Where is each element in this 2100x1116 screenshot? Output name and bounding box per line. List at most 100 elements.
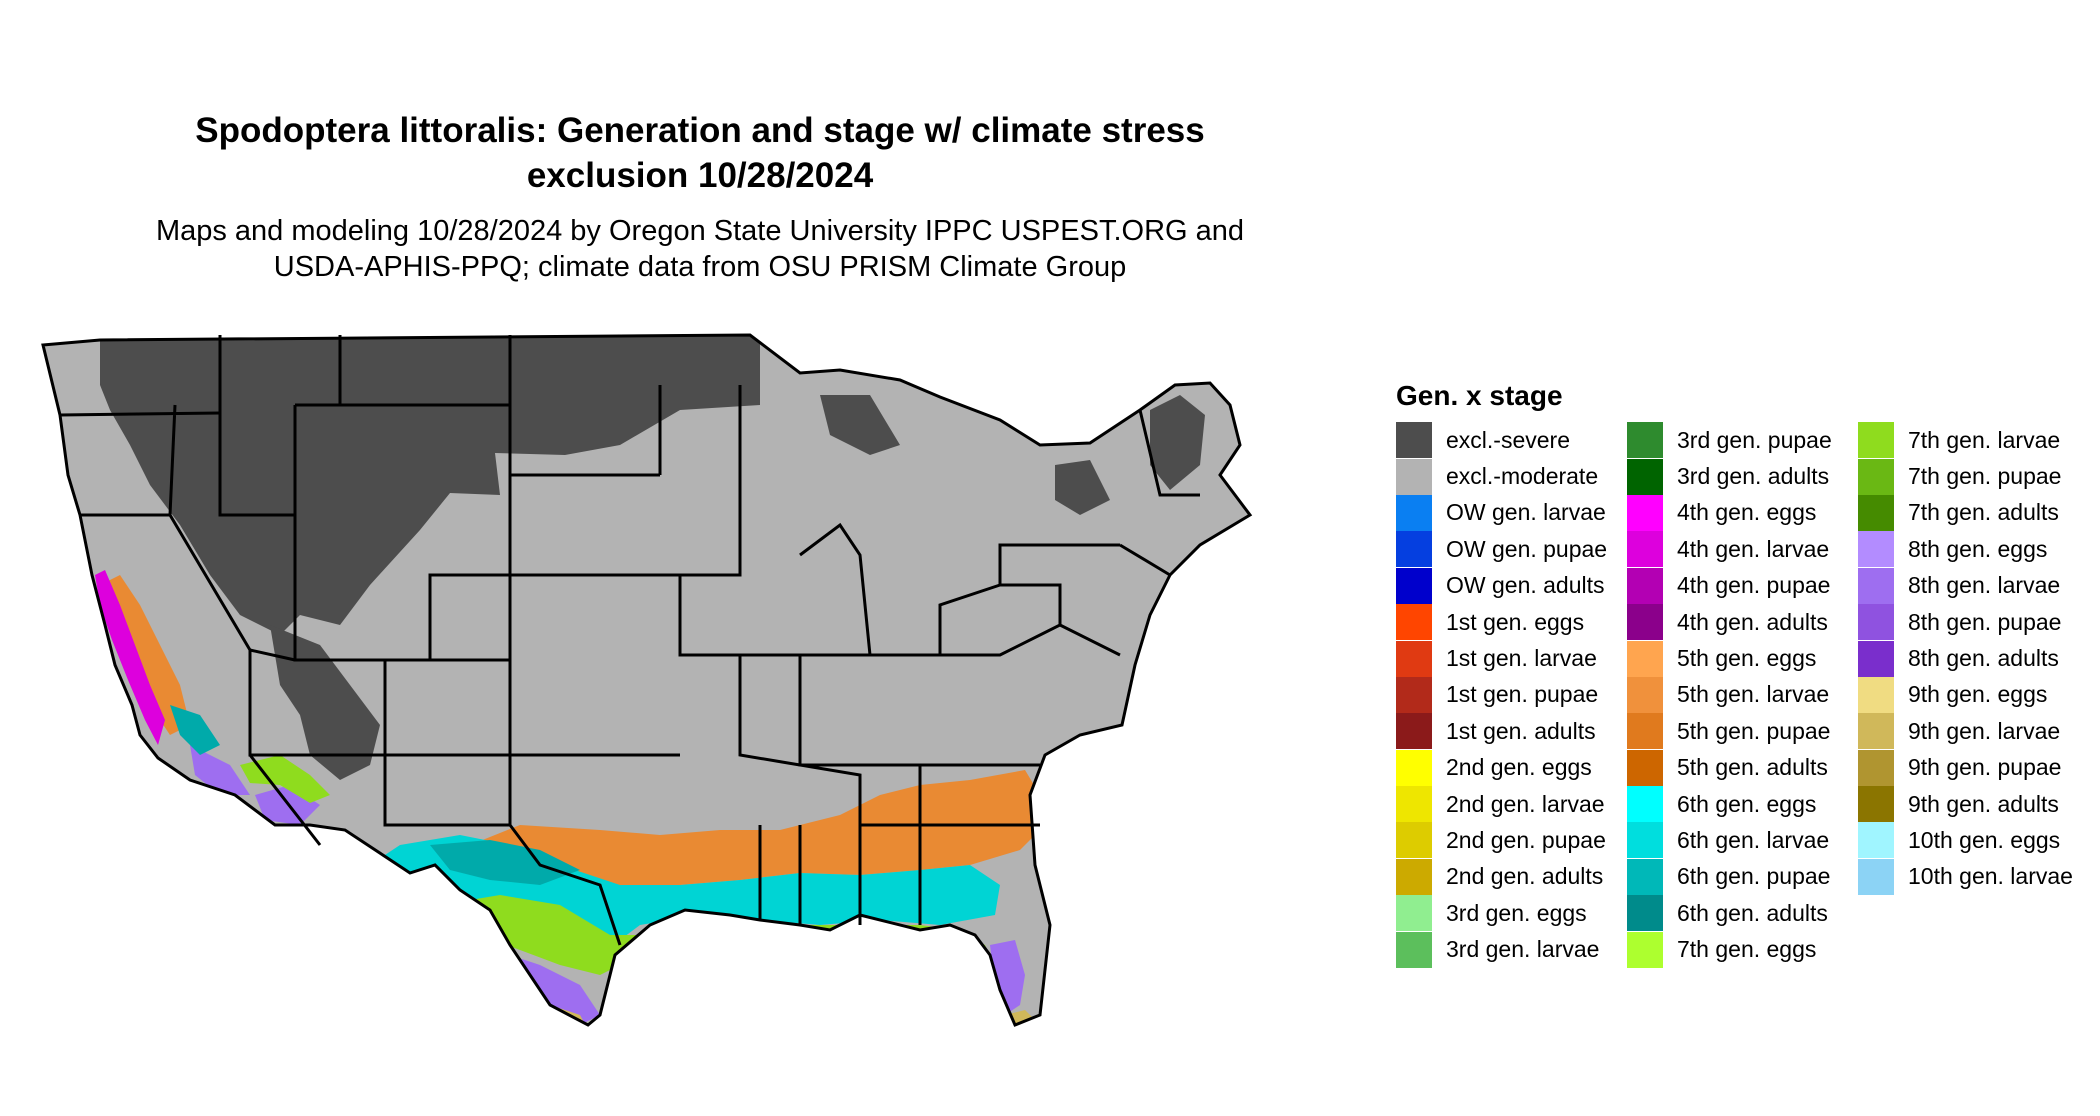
legend-swatch bbox=[1396, 786, 1432, 823]
legend-swatch bbox=[1627, 822, 1663, 859]
legend-item: 2nd gen. adults bbox=[1396, 858, 1627, 895]
legend-label: 9th gen. pupae bbox=[1908, 754, 2062, 781]
legend-title: Gen. x stage bbox=[1396, 380, 1563, 411]
legend-label: 5th gen. pupae bbox=[1677, 717, 1831, 744]
legend-swatch bbox=[1627, 567, 1663, 604]
legend-swatch bbox=[1396, 713, 1432, 750]
legend-swatch bbox=[1627, 531, 1663, 568]
title-line-1: Spodoptera littoralis: Generation and st… bbox=[195, 111, 1205, 150]
legend-label: 1st gen. pupae bbox=[1446, 681, 1599, 708]
legend-label: 8th gen. adults bbox=[1908, 645, 2059, 672]
legend-swatch bbox=[1858, 422, 1894, 459]
legend-swatch bbox=[1858, 494, 1894, 531]
legend-label: excl.-moderate bbox=[1446, 463, 1599, 490]
legend-label: 7th gen. larvae bbox=[1908, 426, 2061, 453]
legend-column: 7th gen. larvae 7th gen. pupae 7th gen. ad… bbox=[1858, 422, 2089, 968]
legend-item: 1st gen. pupae bbox=[1396, 676, 1627, 713]
legend-swatch bbox=[1858, 567, 1894, 604]
az-gen7-region bbox=[240, 755, 330, 803]
legend-item: 3rd gen. adults bbox=[1627, 458, 1858, 495]
ca-gen6-region bbox=[170, 705, 220, 755]
legend-swatch bbox=[1627, 494, 1663, 531]
legend-item: 1st gen. eggs bbox=[1396, 604, 1627, 641]
legend-label: 3rd gen. larvae bbox=[1446, 936, 1600, 963]
legend-label: 4th gen. pupae bbox=[1677, 572, 1831, 599]
legend-label: 6th gen. larvae bbox=[1677, 826, 1830, 853]
legend-item: 9th gen. pupae bbox=[1858, 749, 2089, 786]
legend-label: 9th gen. adults bbox=[1908, 790, 2059, 817]
atlantic-gen5-region bbox=[1045, 785, 1085, 835]
legend-item: 5th gen. adults bbox=[1627, 749, 1858, 786]
legend-item: 3rd gen. larvae bbox=[1396, 931, 1627, 968]
legend-swatch bbox=[1627, 422, 1663, 459]
legend-item: excl.-severe bbox=[1396, 422, 1627, 459]
legend-item: 9th gen. eggs bbox=[1858, 676, 2089, 713]
subtitle-line-2: USDA-APHIS-PPQ; climate data from OSU PR… bbox=[273, 251, 1127, 283]
legend-label: 10th gen. larvae bbox=[1908, 863, 2073, 890]
legend-label: 8th gen. eggs bbox=[1908, 535, 2048, 562]
legend-swatch bbox=[1858, 713, 1894, 750]
legend-label: 5th gen. adults bbox=[1677, 754, 1828, 781]
legend-label: 1st gen. eggs bbox=[1446, 608, 1585, 635]
legend-item: 10th gen. eggs bbox=[1858, 822, 2089, 859]
legend-item: 2nd gen. pupae bbox=[1396, 822, 1627, 859]
legend-swatch bbox=[1627, 676, 1663, 713]
legend-item: 9th gen. adults bbox=[1858, 786, 2089, 823]
legend-swatch bbox=[1858, 604, 1894, 641]
legend-label: 1st gen. larvae bbox=[1446, 645, 1597, 672]
legend-item: 5th gen. larvae bbox=[1627, 676, 1858, 713]
legend-item: OW gen. pupae bbox=[1396, 531, 1627, 568]
legend-item: 8th gen. eggs bbox=[1858, 531, 2089, 568]
legend-swatch bbox=[1858, 531, 1894, 568]
legend-item: 5th gen. pupae bbox=[1627, 713, 1858, 750]
excl-severe-region bbox=[1150, 395, 1205, 490]
ca-gen4-region bbox=[95, 570, 165, 745]
legend-label: 4th gen. larvae bbox=[1677, 535, 1830, 562]
legend-label: 7th gen. eggs bbox=[1677, 936, 1817, 963]
legend-swatch bbox=[1627, 931, 1663, 968]
excl-severe-region bbox=[270, 625, 380, 780]
legend-label: 7th gen. pupae bbox=[1908, 463, 2062, 490]
excl-severe-region bbox=[820, 395, 900, 455]
legend-item: 5th gen. eggs bbox=[1627, 640, 1858, 677]
legend-item: 3rd gen. pupae bbox=[1627, 422, 1858, 459]
legend-item: 4th gen. adults bbox=[1627, 604, 1858, 641]
legend-label: 4th gen. adults bbox=[1677, 608, 1828, 635]
subtitle-line-1: Maps and modeling 10/28/2024 by Oregon S… bbox=[155, 215, 1245, 247]
legend: Gen. x stage excl.-severe excl.-moderate O… bbox=[1396, 380, 2089, 968]
gen6-dark-region bbox=[430, 840, 580, 885]
legend-item: 2nd gen. larvae bbox=[1396, 786, 1627, 823]
legend-label: 10th gen. eggs bbox=[1908, 826, 2061, 853]
legend-swatch bbox=[1627, 786, 1663, 823]
legend-label: 8th gen. pupae bbox=[1908, 608, 2062, 635]
legend-column: excl.-severe excl.-moderate OW gen. larvae… bbox=[1396, 422, 1627, 968]
legend-swatch bbox=[1396, 895, 1432, 932]
legend-swatch bbox=[1858, 822, 1894, 859]
legend-swatch bbox=[1396, 531, 1432, 568]
legend-label: 2nd gen. adults bbox=[1446, 863, 1604, 890]
legend-swatch bbox=[1396, 858, 1432, 895]
legend-item: 8th gen. pupae bbox=[1858, 604, 2089, 641]
legend-swatch bbox=[1396, 422, 1432, 459]
legend-column: 3rd gen. pupae 3rd gen. adults 4th gen. eg… bbox=[1627, 422, 1858, 968]
legend-item: 2nd gen. eggs bbox=[1396, 749, 1627, 786]
legend-label: 2nd gen. pupae bbox=[1446, 826, 1606, 853]
legend-label: 6th gen. pupae bbox=[1677, 863, 1831, 890]
legend-item: 7th gen. eggs bbox=[1627, 931, 1858, 968]
legend-label: OW gen. pupae bbox=[1446, 535, 1608, 562]
legend-item: 4th gen. pupae bbox=[1627, 567, 1858, 604]
legend-label: 2nd gen. larvae bbox=[1446, 790, 1605, 817]
legend-swatch bbox=[1627, 858, 1663, 895]
legend-swatch bbox=[1396, 494, 1432, 531]
legend-label: 5th gen. eggs bbox=[1677, 645, 1817, 672]
legend-label: 9th gen. larvae bbox=[1908, 717, 2061, 744]
legend-label: OW gen. larvae bbox=[1446, 499, 1606, 526]
legend-label: 3rd gen. pupae bbox=[1677, 426, 1832, 453]
legend-label: 3rd gen. eggs bbox=[1446, 899, 1587, 926]
legend-item: 6th gen. larvae bbox=[1627, 822, 1858, 859]
gen9-region bbox=[1005, 1010, 1040, 1025]
legend-item: 9th gen. larvae bbox=[1858, 713, 2089, 750]
legend-label: excl.-severe bbox=[1446, 426, 1570, 453]
legend-label: 5th gen. larvae bbox=[1677, 681, 1830, 708]
excl-severe-region bbox=[100, 335, 760, 635]
